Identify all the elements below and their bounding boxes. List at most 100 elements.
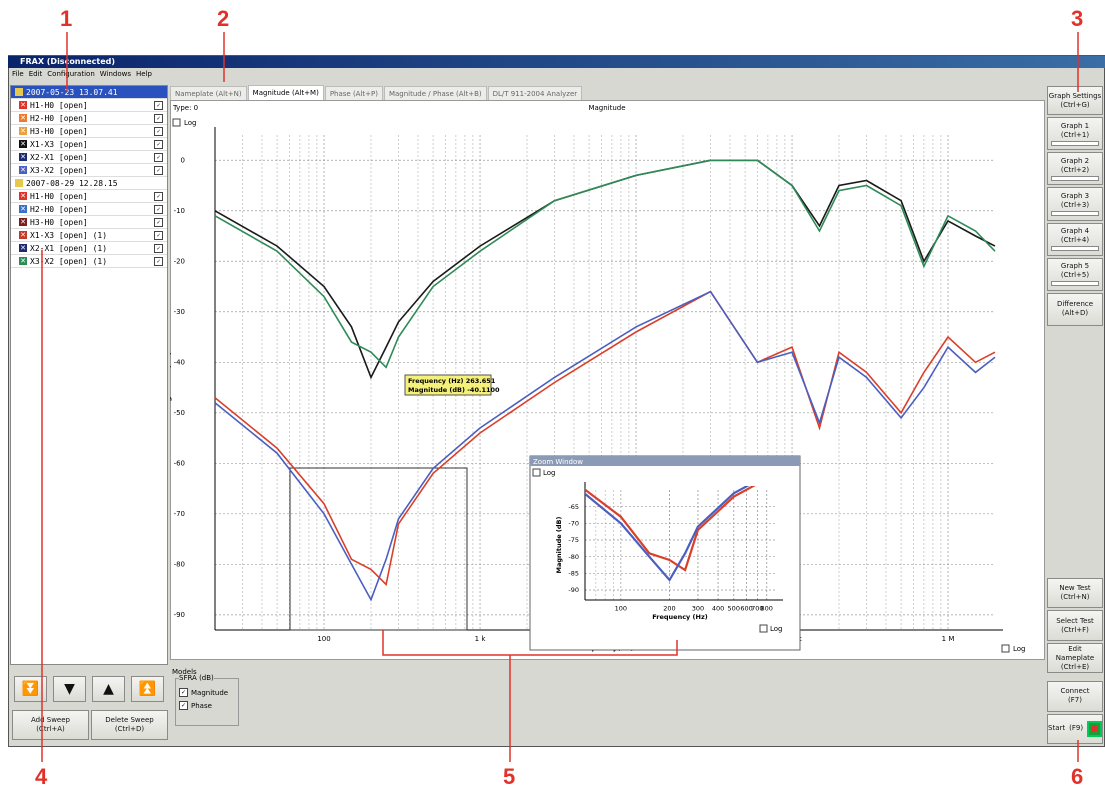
- sweep-icon: ✕: [19, 205, 27, 213]
- sweep-item[interactable]: ✕ H1-H0 [open] ✓: [11, 190, 167, 203]
- button[interactable]: Add Sweep (Ctrl+A): [12, 710, 89, 740]
- model-option: ✓ Magnitude: [179, 688, 235, 697]
- menu-item[interactable]: Configuration: [47, 70, 95, 78]
- y-tick-label: -70: [174, 510, 185, 518]
- checkbox[interactable]: [172, 118, 181, 127]
- sweep-item[interactable]: ✕ H3-H0 [open] ✓: [11, 125, 167, 138]
- tab[interactable]: DL/T 911-2004 Analyzer: [487, 86, 583, 101]
- button-key: (Ctrl+4): [1060, 236, 1090, 245]
- nav-button[interactable]: ⏬: [14, 676, 47, 702]
- sweep-item[interactable]: ✕ H2-H0 [open] ✓: [11, 112, 167, 125]
- tab[interactable]: Phase (Alt+P): [324, 86, 383, 101]
- x-tick-label: 200: [663, 605, 675, 613]
- sweep-item[interactable]: ✕ X2-X1 [open] ✓: [11, 151, 167, 164]
- sweep-item[interactable]: ✕ X1-X3 [open] (1) ✓: [11, 229, 167, 242]
- tooltip-text: Magnitude (dB) -40.1100: [408, 386, 500, 394]
- sweep-item[interactable]: ✕ X3-X2 [open] (1) ✓: [11, 255, 167, 268]
- nav-button[interactable]: ⏫: [131, 676, 164, 702]
- sweep-item[interactable]: ✕ X3-X2 [open] ✓: [11, 164, 167, 177]
- start-indicator: [1087, 720, 1102, 737]
- button[interactable]: Graph Settings (Ctrl+G): [1047, 86, 1103, 116]
- log-label: Log: [184, 119, 197, 127]
- button[interactable]: Delete Sweep (Ctrl+D): [91, 710, 168, 740]
- button[interactable]: Graph 3 (Ctrl+3): [1047, 187, 1103, 221]
- y-tick-label: -90: [568, 586, 579, 594]
- sweep-label: H1-H0 [open]: [30, 100, 88, 110]
- sweep-buttons: Add Sweep (Ctrl+A) Delete Sweep (Ctrl+D): [12, 710, 168, 740]
- x-tick-label: 700: [751, 605, 763, 613]
- graph-slider: [1051, 246, 1099, 252]
- sweep-icon: ✕: [19, 101, 27, 109]
- button[interactable]: Graph 1 (Ctrl+1): [1047, 117, 1103, 151]
- button-label: Graph Settings: [1048, 91, 1102, 100]
- tab[interactable]: Nameplate (Alt+N): [170, 86, 247, 101]
- tab[interactable]: Magnitude / Phase (Alt+B): [383, 86, 487, 101]
- log-toggle: Log: [1013, 645, 1026, 653]
- button[interactable]: Start (F9): [1047, 713, 1103, 745]
- button[interactable]: Graph 4 (Ctrl+4): [1047, 222, 1103, 256]
- menu-item[interactable]: Windows: [99, 70, 132, 78]
- y-tick-label: -20: [174, 258, 185, 266]
- checkbox[interactable]: ✓: [179, 688, 188, 697]
- menu-bar: File Edit Configuration Windows Help: [8, 69, 168, 80]
- button-key: (Ctrl+N): [1060, 593, 1090, 602]
- sweep-item[interactable]: ✕ H1-H0 [open] ✓: [11, 99, 167, 112]
- checkbox: ✓: [154, 256, 163, 266]
- sweep-icon: ✕: [19, 166, 27, 174]
- y-tick-label: -90: [174, 611, 185, 619]
- menu-item[interactable]: Help: [136, 70, 152, 78]
- button[interactable]: Difference (Alt+D): [1047, 292, 1103, 326]
- callout: 4: [35, 764, 48, 789]
- button-label: Difference: [1056, 300, 1094, 309]
- button-label: Graph 1: [1060, 121, 1090, 130]
- sweep-item[interactable]: ✕ X2-X1 [open] (1) ✓: [11, 242, 167, 255]
- sweep-label: H3-H0 [open]: [30, 126, 88, 136]
- sweep-tree: 2007-05-23 13.07.41 ✕ H1-H0 [open] ✓ ✕ H2-H0 …: [10, 85, 168, 665]
- y-tick-label: -80: [174, 561, 185, 569]
- sweep-item[interactable]: ✕ X1-X3 [open] ✓: [11, 138, 167, 151]
- sweep-label: X3-X2 [open] (1): [30, 256, 108, 266]
- x-tick-label: 300: [692, 605, 704, 613]
- checkbox[interactable]: ✓: [179, 701, 188, 710]
- nav-button[interactable]: ▼: [53, 676, 86, 702]
- sweep-icon: ✕: [19, 257, 27, 265]
- button-key: (F9): [1069, 724, 1084, 733]
- y-tick-label: -40: [174, 359, 185, 367]
- callout: 3: [1071, 6, 1084, 31]
- nav-button[interactable]: ▲: [92, 676, 125, 702]
- button-key: (Ctrl+D): [114, 725, 145, 733]
- checkbox: ✓: [154, 152, 163, 162]
- button[interactable]: Graph 5 (Ctrl+5): [1047, 257, 1103, 291]
- x-tick-label: 400: [712, 605, 724, 613]
- button[interactable]: Graph 2 (Ctrl+2): [1047, 152, 1103, 186]
- checkbox: ✓: [154, 204, 163, 214]
- button[interactable]: Edit Nameplate (Ctrl+E): [1047, 642, 1103, 674]
- sweep-date[interactable]: 2007-08-29 12.28.15: [11, 177, 167, 190]
- menu-item[interactable]: File: [12, 70, 24, 78]
- trace: [214, 159, 996, 369]
- sweep-label: H3-H0 [open]: [30, 217, 88, 227]
- checkbox[interactable]: [1001, 644, 1010, 653]
- model-option: ✓ Phase: [179, 701, 235, 710]
- sweep-icon: ✕: [19, 140, 27, 148]
- menu-item[interactable]: Edit: [28, 70, 43, 78]
- y-tick-label: -10: [174, 207, 185, 215]
- button[interactable]: New Test (Ctrl+N): [1047, 578, 1103, 609]
- sweep-date[interactable]: 2007-05-23 13.07.41: [11, 86, 167, 99]
- sweep-item[interactable]: ✕ H2-H0 [open] ✓: [11, 203, 167, 216]
- x-tick-label: 100: [615, 605, 627, 613]
- x-tick-label: 1 M: [942, 635, 955, 643]
- checkbox: ✓: [154, 217, 163, 227]
- button[interactable]: Connect (F7): [1047, 681, 1103, 712]
- button[interactable]: Select Test (Ctrl+F): [1047, 610, 1103, 641]
- y-tick-label: -30: [174, 308, 185, 316]
- sweep-icon: ✕: [19, 127, 27, 135]
- sweep-item[interactable]: ✕ H3-H0 [open] ✓: [11, 216, 167, 229]
- checkbox[interactable]: [532, 468, 541, 477]
- trace: [585, 486, 756, 572]
- button-key: (Ctrl+A): [36, 725, 65, 733]
- y-tick-label: -70: [568, 520, 579, 528]
- tab[interactable]: Magnitude (Alt+M): [247, 85, 324, 101]
- checkbox: ✓: [154, 126, 163, 136]
- checkbox[interactable]: [759, 624, 768, 633]
